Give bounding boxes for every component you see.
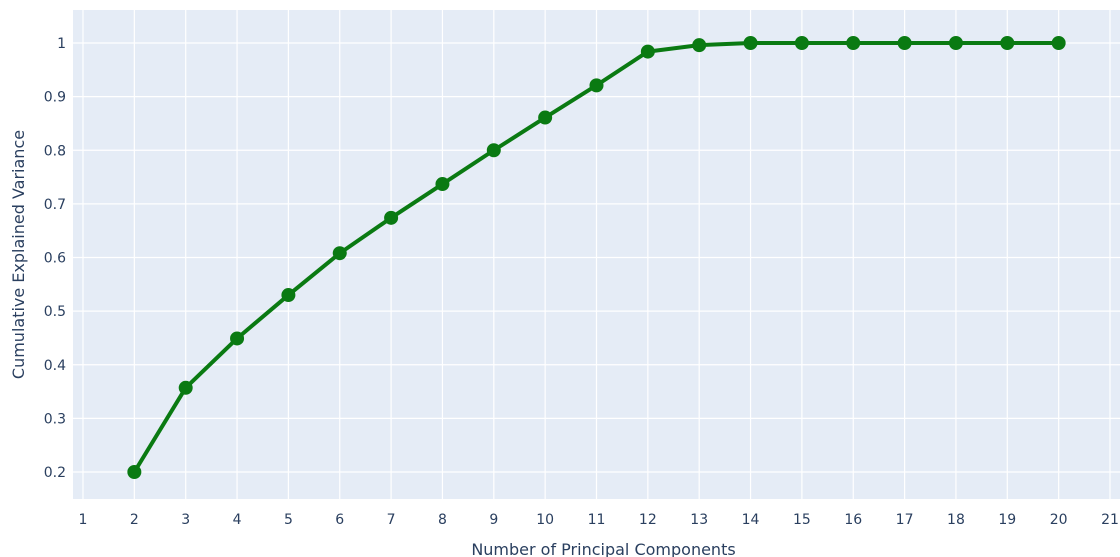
y-tick-label: 0.7: [44, 197, 66, 213]
y-tick-label: 0.4: [44, 358, 66, 374]
x-tick-label: 19: [998, 512, 1016, 528]
data-point: [230, 331, 245, 346]
data-point: [435, 177, 450, 192]
x-tick-label: 1: [79, 512, 88, 528]
grid-layer: [73, 10, 1120, 499]
x-tick-label: 14: [742, 512, 760, 528]
x-tick-label: 5: [284, 512, 293, 528]
x-tick-label: 6: [335, 512, 344, 528]
data-point: [486, 143, 501, 158]
data-point: [281, 288, 296, 303]
data-point: [794, 36, 809, 50]
data-point: [178, 380, 193, 395]
data-point: [589, 78, 604, 93]
data-point: [127, 465, 142, 479]
data-point: [897, 36, 912, 50]
x-tick-label: 12: [639, 512, 657, 528]
x-tick-label: 3: [181, 512, 190, 528]
x-tick-label: 10: [536, 512, 554, 528]
y-tick-label: 0.3: [44, 411, 66, 427]
x-axis-title: Number of Principal Components: [471, 540, 735, 557]
y-axis-title: Cumulative Explained Variance: [9, 130, 28, 379]
x-tick-label: 15: [793, 512, 811, 528]
y-tick-label: 0.5: [44, 304, 66, 320]
y-tick-label: 0.8: [44, 143, 66, 159]
x-tick-label: 20: [1050, 512, 1068, 528]
x-tick-label: 16: [844, 512, 862, 528]
y-tick-label: 0.2: [44, 465, 66, 481]
data-point: [743, 36, 758, 50]
x-tick-label: 2: [130, 512, 139, 528]
x-tick-label: 13: [690, 512, 708, 528]
y-tick-label: 0.9: [44, 90, 66, 106]
x-tick-label: 11: [588, 512, 606, 528]
data-point: [640, 44, 655, 59]
data-point: [1000, 36, 1015, 50]
data-point: [846, 36, 861, 50]
x-tick-label: 4: [233, 512, 242, 528]
data-point: [538, 110, 553, 125]
y-tick-label: 0.6: [44, 251, 66, 267]
x-tick-label: 21: [1101, 512, 1119, 528]
x-tick-label: 17: [896, 512, 914, 528]
x-tick-label: 18: [947, 512, 965, 528]
tick-label-layer: 1 2 3 4 5 6 7 8 9 10 11 12 13 14 15 16 17 18 19 20 210.20.30…: [44, 36, 1119, 528]
point-layer: [127, 36, 1066, 479]
data-point: [384, 210, 399, 225]
data-point: [332, 246, 347, 261]
data-point: [692, 38, 707, 53]
x-tick-label: 7: [387, 512, 396, 528]
x-tick-label: 8: [438, 512, 447, 528]
x-tick-label: 9: [489, 512, 498, 528]
data-point: [1051, 36, 1066, 50]
data-point: [948, 36, 963, 50]
y-tick-label: 1: [57, 36, 66, 52]
